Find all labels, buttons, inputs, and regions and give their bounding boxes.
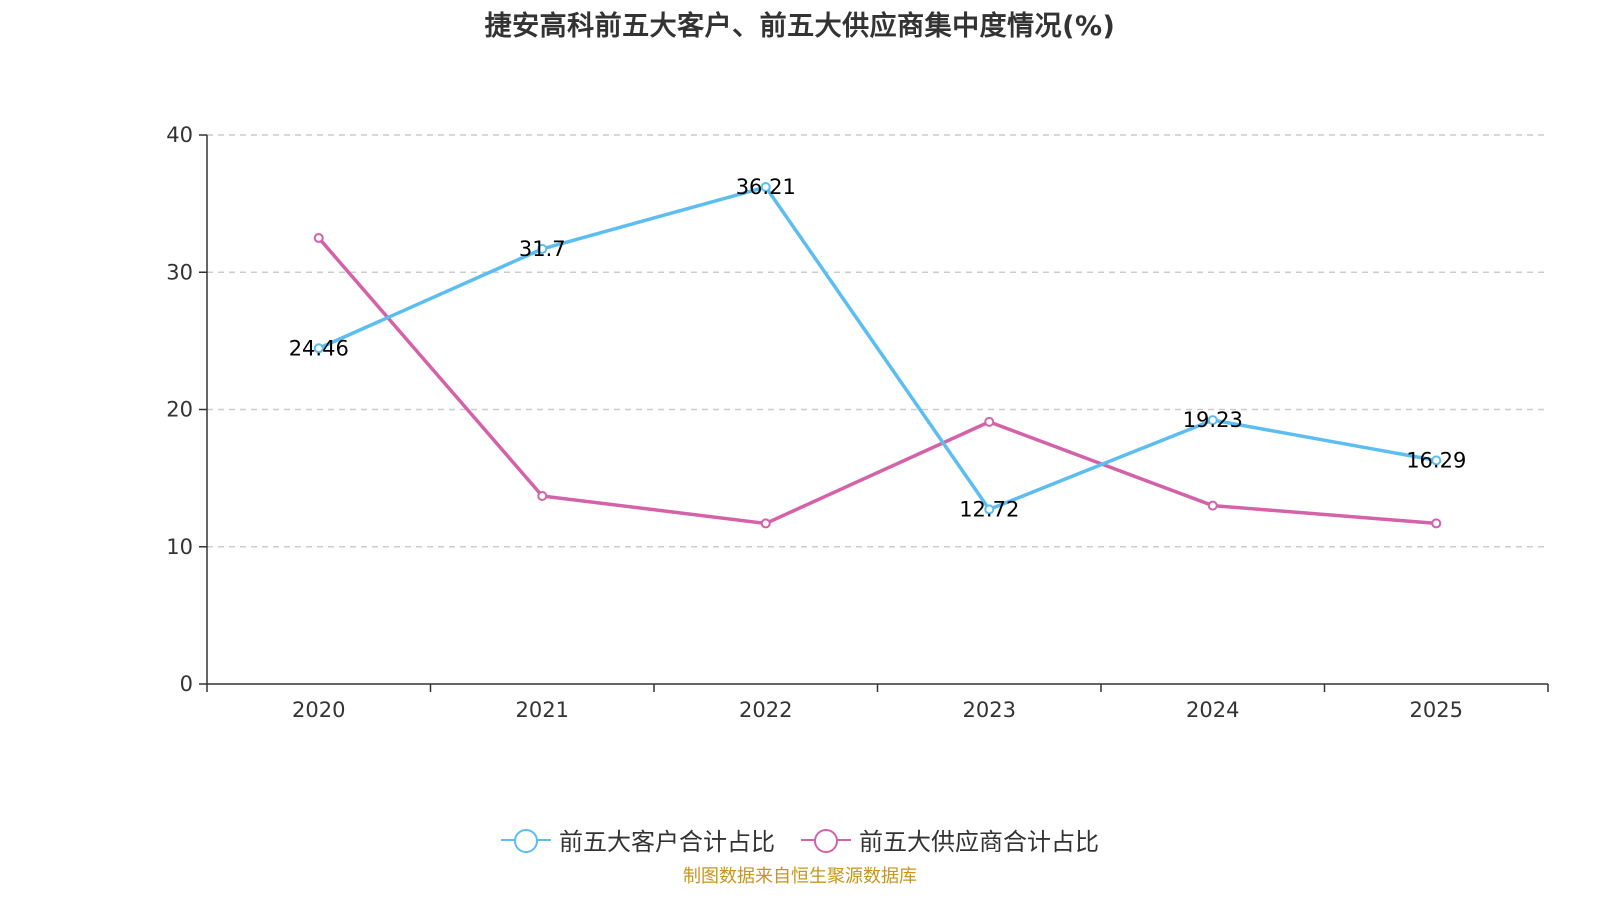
- data-label-0-2020: 24.46: [289, 336, 349, 360]
- data-point-0-2024: [1207, 415, 1218, 426]
- y-tick-label-20: 20: [166, 398, 193, 422]
- axes: 0 10 20 30 40 2020 2021 2022 2023 2024 2025: [166, 123, 1549, 722]
- data-point-1-2025: [1431, 518, 1442, 529]
- chart-title: 捷安高科前五大客户、前五大供应商集中度情况(%): [484, 11, 1116, 42]
- legend: 前五大客户合计占比 前五大供应商合计占比: [0, 822, 1600, 857]
- series-lines: [313, 182, 1442, 529]
- grid-lines: [207, 134, 1548, 548]
- x-tick-label-2024: 2024: [1186, 698, 1239, 722]
- y-tick-label-30: 30: [166, 260, 193, 284]
- x-tick-label-2020: 2020: [292, 698, 345, 722]
- x-tick-label-2025: 2025: [1410, 698, 1463, 722]
- line-chart: 0 10 20 30 40 2020 2021 2022 2023 2024 2025 24.46 3…: [166, 123, 1549, 722]
- data-label-0-2022: 36.21: [736, 175, 796, 199]
- series-line-0: [318, 185, 1437, 512]
- data-source-note: 制图数据来自恒生聚源数据库: [683, 866, 917, 887]
- data-point-1-2020: [313, 232, 324, 243]
- y-tick-label-40: 40: [166, 123, 193, 147]
- data-point-0-2022: [760, 182, 771, 193]
- data-point-1-2021: [537, 490, 548, 501]
- data-point-1-2023: [984, 416, 995, 427]
- data-point-0-2021: [537, 243, 548, 254]
- x-tick-label-2023: 2023: [963, 698, 1016, 722]
- data-label-0-2025: 16.29: [1406, 448, 1466, 472]
- data-point-0-2025: [1431, 455, 1442, 466]
- legend-item-customers[interactable]: 前五大客户合计占比: [501, 822, 775, 857]
- data-labels: 24.46 31.7 36.21 12.72 19.23 16.29: [289, 175, 1467, 521]
- x-tick-label-2022: 2022: [739, 698, 792, 722]
- x-tick-label-2021: 2021: [516, 698, 569, 722]
- data-label-0-2024: 19.23: [1183, 408, 1243, 432]
- data-point-1-2024: [1207, 500, 1218, 511]
- legend-item-suppliers[interactable]: 前五大供应商合计占比: [801, 822, 1099, 857]
- data-label-0-2023: 12.72: [959, 497, 1019, 521]
- y-tick-label-10: 10: [166, 535, 193, 559]
- data-point-1-2022: [760, 518, 771, 529]
- legend-label-customers: 前五大客户合计占比: [559, 828, 775, 856]
- y-tick-label-0: 0: [180, 672, 193, 696]
- legend-swatch-customers-icon: [501, 828, 551, 853]
- data-label-0-2021: 31.7: [519, 237, 566, 261]
- legend-label-suppliers: 前五大供应商合计占比: [859, 828, 1099, 856]
- data-point-0-2023: [984, 504, 995, 515]
- data-point-0-2020: [313, 343, 324, 354]
- series-line-1: [317, 236, 1437, 526]
- legend-swatch-suppliers-icon: [801, 828, 851, 853]
